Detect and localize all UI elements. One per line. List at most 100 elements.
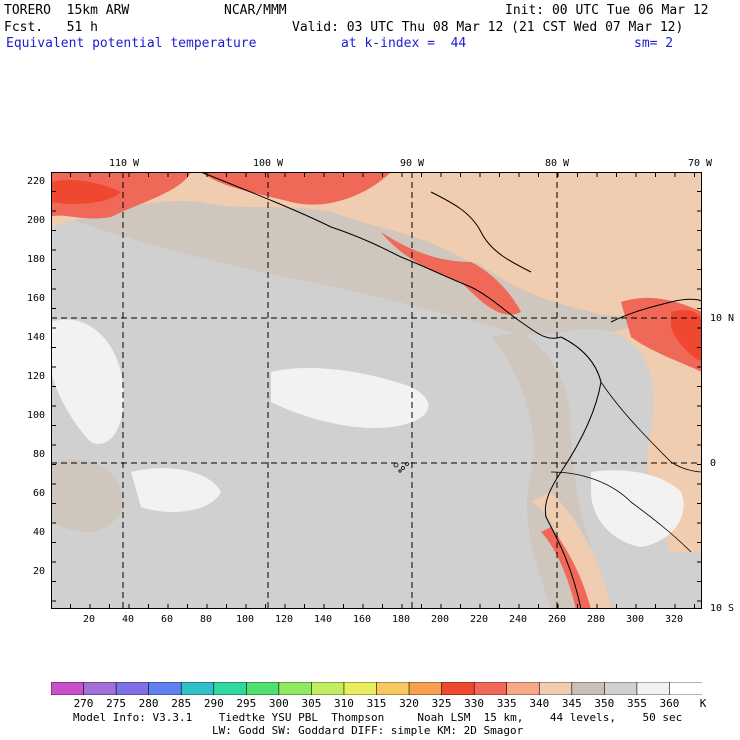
lat-label-10s: 10 S [710,603,735,614]
x-tick-180: 180 [391,614,411,625]
colorbar-swatch [51,682,85,695]
colorbar-swatch [506,682,541,695]
x-tick-40: 40 [121,614,135,625]
colorbar-label: 330 [464,697,485,710]
organization: NCAR/MMM [224,3,287,18]
colorbar-swatch [408,682,443,695]
coastline-caribbean [430,191,702,323]
x-tick-20: 20 [82,614,96,625]
colorbar-label: 285 [171,697,192,710]
field-name: Equivalent potential temperature [6,36,257,51]
x-tick-260: 260 [547,614,567,625]
y-tick-180: 180 [26,254,45,265]
colorbar-label: 335 [496,697,517,710]
x-tick-160: 160 [352,614,372,625]
field-355-south [131,468,221,512]
x-tick-80: 80 [199,614,213,625]
field-345-patch-west [51,459,123,532]
x-tick-60: 60 [160,614,174,625]
colorbar [51,682,702,695]
colorbar-swatch [669,682,702,695]
x-tick-200: 200 [430,614,450,625]
colorbar-label: 300 [268,697,289,710]
colorbar-label: 325 [431,697,452,710]
y-tick-80: 80 [32,449,45,460]
colorbar-swatch [311,682,345,695]
colorbar-swatch [148,682,183,695]
field-340-caribbean [431,172,702,322]
colorbar-swatch [115,682,150,695]
x-tick-280: 280 [586,614,606,625]
colorbar-label: 290 [203,697,224,710]
field-335-central-america [381,232,521,315]
x-tick-240: 240 [508,614,528,625]
colorbar-swatch [441,682,475,695]
footer-model-info: Model Info: V3.3.1 Tiedtke YSU PBL Thomp… [73,711,683,724]
colorbar-label: 360 [659,697,680,710]
colorbar-label: 295 [236,697,257,710]
init-time: Init: 00 UTC Tue 06 Mar 12 [505,3,709,18]
field-355-amazon [591,470,684,547]
lon-label-110w: 110 W [108,158,140,169]
field-335-peru-coast [541,527,591,609]
colorbar-swatch [636,682,671,695]
x-tick-140: 140 [313,614,333,625]
field-355-west [51,319,124,444]
colorbar-label: 345 [561,697,582,710]
x-tick-120: 120 [274,614,294,625]
colorbar-label: 355 [626,697,647,710]
colorbar-swatch [376,682,410,695]
colorbar-label: 310 [333,697,354,710]
y-tick-120: 120 [26,371,45,382]
x-tick-220: 220 [469,614,489,625]
field-330-nw-core [51,180,121,204]
colorbar-swatch [83,682,117,695]
field-340-andes [531,492,611,609]
footer-physics-info: LW: Godd SW: Goddard DIFF: simple KM: 2D… [212,724,524,737]
graticule [51,172,702,609]
coastline-south-america [544,336,602,609]
y-tick-200: 200 [26,215,45,226]
colorbar-swatch [213,682,248,695]
colorbar-swatch [604,682,638,695]
forecast-hour: Fcst. 51 h [4,20,98,35]
x-tick-300: 300 [625,614,645,625]
colorbar-swatch [180,682,215,695]
colorbar-label: 350 [594,697,615,710]
colorbar-swatch [246,682,280,695]
y-tick-60: 60 [32,488,45,499]
level-label: at k-index = 44 [341,36,467,51]
colorbar-label: 305 [301,697,322,710]
colorbar-swatch [278,682,313,695]
lon-label-100w: 100 W [252,158,284,169]
coastline-central-america [200,172,562,339]
colorbar-unit: K [699,697,707,710]
colorbar-label: 340 [529,697,550,710]
x-tick-320: 320 [664,614,684,625]
field-330-venezuela [671,310,702,362]
model-name: TORERO 15km ARW [4,3,130,18]
colorbar-swatch [473,682,508,695]
lon-label-80w: 80 W [544,158,570,169]
colorbar-label: 275 [106,697,127,710]
colorbar-label: 320 [399,697,419,710]
colorbar-swatch [571,682,606,695]
valid-time: Valid: 03 UTC Thu 08 Mar 12 (21 CST Wed … [292,20,684,35]
y-tick-160: 160 [26,293,45,304]
map-frame [51,172,702,609]
lat-label-equator: 0 [710,458,717,469]
colorbar-swatch [538,682,573,695]
lon-label-70w: 70 W [687,158,713,169]
colorbar-label: 315 [366,697,387,710]
field-355-central [271,367,429,428]
field-335-mexico [201,172,391,205]
border-south-america [550,381,702,553]
colorbar-label: 280 [138,697,159,710]
colorbar-label: 270 [73,697,94,710]
y-tick-20: 20 [32,566,45,577]
frame-ticks [51,172,702,609]
y-tick-100: 100 [26,410,45,421]
x-tick-100: 100 [235,614,255,625]
theta-e-map [51,172,702,609]
lon-label-90w: 90 W [399,158,425,169]
